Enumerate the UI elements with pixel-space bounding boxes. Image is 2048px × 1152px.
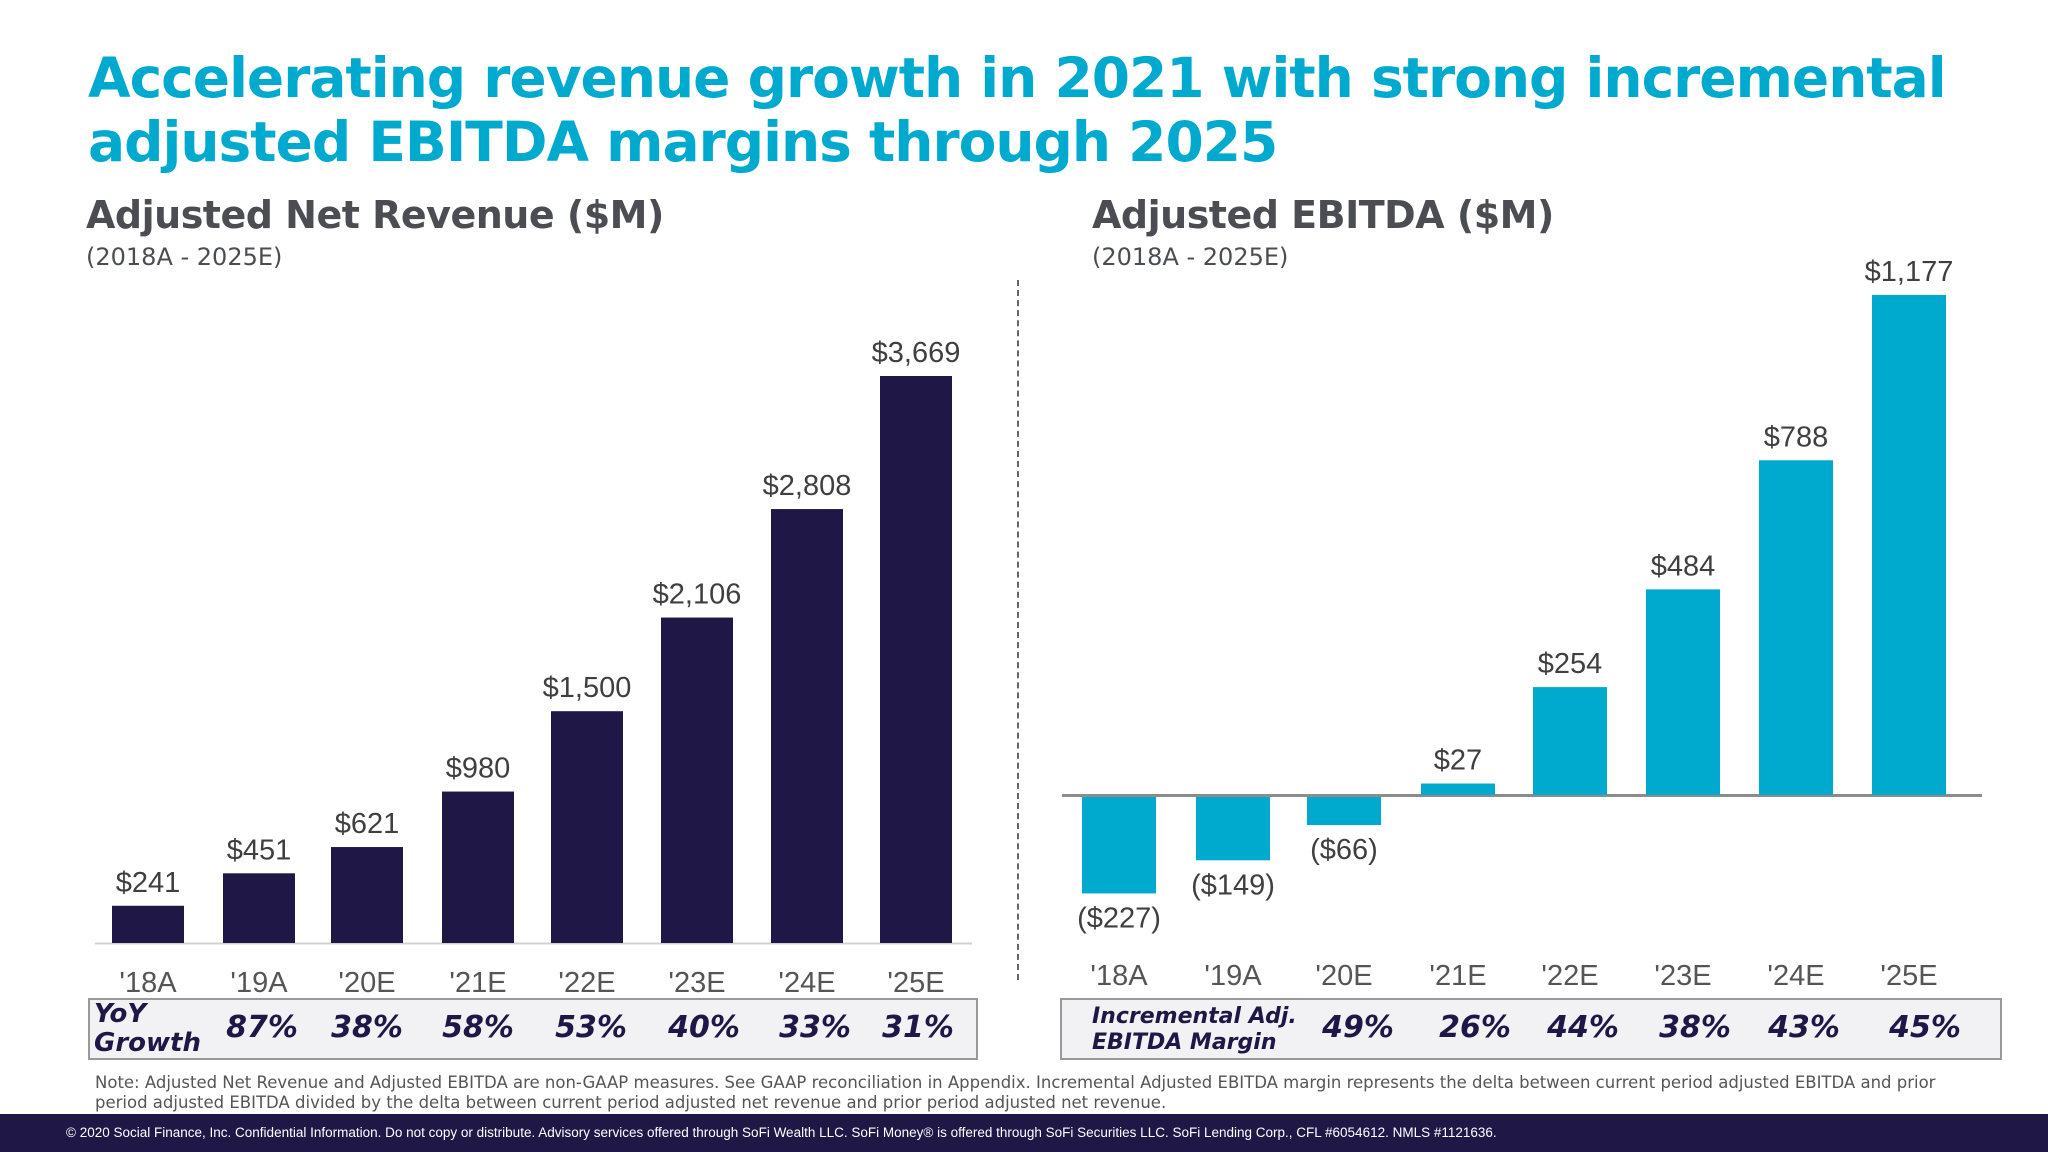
revenue-data-label: $2,106 (653, 579, 742, 611)
ebitda-category-label: '19A (1204, 960, 1262, 992)
revenue-data-label: $241 (116, 867, 181, 899)
incremental-margin-value: 44% (1547, 1010, 1619, 1045)
ebitda-bar (1759, 460, 1833, 795)
ebitda-chart-subtitle: (2018A - 2025E) (1092, 243, 1289, 271)
ebitda-category-label: '25E (1880, 960, 1937, 992)
ebitda-category-label: '18A (1090, 960, 1148, 992)
yoy-growth-table: YoY Growth (88, 998, 978, 1060)
revenue-category-label: '21E (449, 967, 506, 999)
ebitda-data-label: $254 (1538, 648, 1603, 680)
revenue-data-label: $621 (335, 808, 400, 840)
footer-bar: © 2020 Social Finance, Inc. Confidential… (0, 1114, 2048, 1152)
ebitda-category-label: '22E (1541, 960, 1598, 992)
yoy-growth-value: 33% (779, 1010, 851, 1045)
incremental-margin-value: 45% (1889, 1010, 1961, 1045)
ebitda-chart-title: Adjusted EBITDA ($M) (1092, 193, 1554, 237)
revenue-data-label: $2,808 (763, 470, 852, 502)
revenue-chart-title: Adjusted Net Revenue ($M) (86, 193, 664, 237)
revenue-bar (771, 509, 843, 943)
slide-title: Accelerating revenue growth in 2021 with… (88, 46, 1988, 174)
margin-label-line1: Incremental Adj. (1092, 1004, 1297, 1029)
revenue-bar (442, 791, 514, 943)
incremental-margin-value: 38% (1659, 1010, 1731, 1045)
revenue-bar (112, 905, 184, 943)
ebitda-data-label: $788 (1764, 421, 1829, 453)
incremental-margin-value: 26% (1439, 1010, 1511, 1045)
ebitda-data-label: $484 (1651, 550, 1716, 582)
revenue-data-label: $980 (446, 753, 511, 785)
revenue-bar (331, 847, 403, 943)
revenue-bar (661, 617, 733, 943)
footer-disclaimer: © 2020 Social Finance, Inc. Confidential… (66, 1125, 1497, 1140)
ebitda-bar (1307, 797, 1381, 826)
yoy-growth-value: 38% (331, 1010, 403, 1045)
yoy-growth-value: 58% (442, 1010, 514, 1045)
ebitda-data-label: ($149) (1191, 869, 1275, 901)
ebitda-category-label: '23E (1654, 960, 1711, 992)
ebitda-bar (1082, 797, 1156, 894)
revenue-data-label: $1,500 (543, 672, 632, 704)
yoy-growth-value: 40% (668, 1010, 740, 1045)
revenue-category-label: '25E (887, 967, 944, 999)
revenue-category-label: '23E (668, 967, 725, 999)
yoy-label-line1: YoY (94, 999, 147, 1029)
revenue-bar (551, 711, 623, 943)
revenue-category-label: '20E (338, 967, 395, 999)
slide-title-line1: Accelerating revenue growth in 2021 with… (88, 46, 1947, 110)
slide-title-line2: adjusted EBITDA margins through 2025 (88, 110, 1278, 174)
revenue-data-label: $3,669 (872, 337, 961, 369)
yoy-growth-label: YoY Growth (94, 1000, 201, 1058)
incremental-margin-value: 49% (1322, 1010, 1394, 1045)
margin-label-line2: EBITDA Margin (1092, 1030, 1277, 1055)
ebitda-bar (1196, 797, 1270, 861)
ebitda-bar (1533, 687, 1607, 795)
revenue-data-label: $451 (227, 834, 292, 866)
incremental-margin-table: Incremental Adj. EBITDA Margin (1060, 998, 2002, 1060)
revenue-bar (880, 376, 952, 943)
revenue-chart-subtitle: (2018A - 2025E) (86, 243, 283, 271)
ebitda-bar (1646, 589, 1720, 795)
ebitda-category-label: '21E (1429, 960, 1486, 992)
ebitda-data-label: $27 (1434, 745, 1482, 777)
incremental-margin-value: 43% (1768, 1010, 1840, 1045)
ebitda-category-label: '24E (1767, 960, 1824, 992)
revenue-category-label: '22E (558, 967, 615, 999)
ebitda-bar (1872, 295, 1946, 795)
incremental-margin-label: Incremental Adj. EBITDA Margin (1092, 1004, 1297, 1056)
revenue-category-label: '19A (230, 967, 288, 999)
ebitda-bar (1421, 783, 1495, 795)
ebitda-data-label: $1,177 (1865, 256, 1954, 288)
yoy-growth-value: 53% (555, 1010, 627, 1045)
ebitda-category-label: '20E (1315, 960, 1372, 992)
revenue-category-label: '18A (119, 967, 177, 999)
revenue-bar (223, 873, 295, 943)
section-divider (1017, 280, 1019, 980)
footnote: Note: Adjusted Net Revenue and Adjusted … (95, 1073, 1936, 1112)
revenue-category-label: '24E (778, 967, 835, 999)
yoy-growth-value: 87% (226, 1010, 298, 1045)
ebitda-data-label: ($227) (1077, 902, 1161, 934)
yoy-label-line2: Growth (94, 1028, 201, 1058)
yoy-growth-value: 31% (882, 1010, 954, 1045)
ebitda-data-label: ($66) (1310, 834, 1378, 866)
